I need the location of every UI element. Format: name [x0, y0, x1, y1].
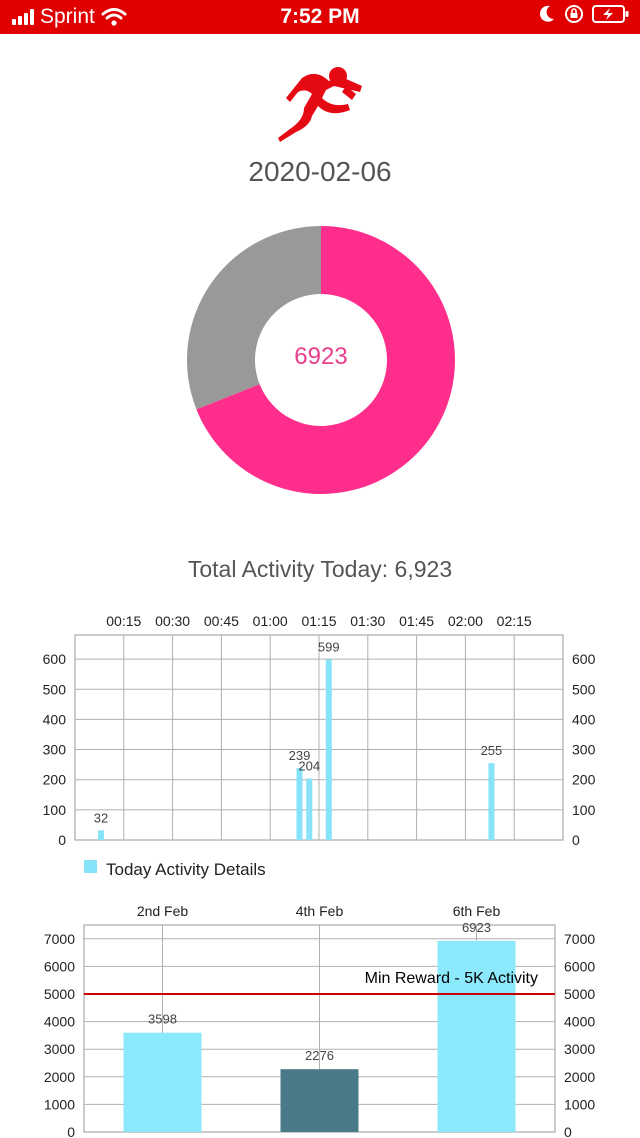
x-category-label: 6th Feb — [453, 903, 501, 919]
activity-donut-chart — [186, 226, 455, 494]
bar-value-label: 6923 — [462, 920, 491, 935]
x-tick-label: 01:15 — [301, 613, 336, 629]
activity-bar — [325, 659, 332, 840]
activity-bar — [98, 830, 105, 840]
y-tick-label-left: 200 — [43, 772, 67, 788]
x-tick-label: 01:30 — [350, 613, 385, 629]
y-tick-label-left: 5000 — [44, 986, 75, 1002]
y-tick-label-left: 0 — [67, 1124, 75, 1138]
legend-swatch — [84, 860, 97, 873]
y-tick-label-left: 500 — [43, 681, 67, 697]
x-tick-label: 00:15 — [106, 613, 141, 629]
carrier-group: Sprint — [12, 5, 127, 29]
donut-remainder-segment — [186, 226, 321, 410]
status-icons — [538, 4, 630, 24]
x-tick-label: 02:00 — [448, 613, 483, 629]
running-man-icon — [278, 67, 362, 142]
do-not-disturb-moon-icon — [539, 5, 554, 22]
x-tick-label: 02:15 — [497, 613, 532, 629]
selected-date: 2020-02-06 — [248, 156, 392, 187]
signal-strength-icon — [12, 9, 34, 25]
y-tick-label-right: 7000 — [564, 931, 595, 947]
y-tick-label-right: 0 — [572, 832, 580, 848]
y-tick-label-left: 6000 — [44, 958, 75, 974]
status-time: 7:52 PM — [280, 5, 360, 28]
y-tick-label-right: 200 — [572, 772, 596, 788]
y-tick-label-right: 2000 — [564, 1069, 595, 1085]
bar-value-label: 255 — [481, 743, 503, 758]
y-tick-label-left: 400 — [43, 711, 67, 727]
y-tick-label-left: 0 — [58, 832, 66, 848]
y-tick-label-left: 3000 — [44, 1041, 75, 1057]
threshold-label: Min Reward - 5K Activity — [365, 970, 538, 987]
y-tick-label-left: 4000 — [44, 1014, 75, 1030]
y-tick-label-right: 3000 — [564, 1041, 595, 1057]
y-tick-label-right: 4000 — [564, 1014, 595, 1030]
x-category-label: 4th Feb — [296, 903, 344, 919]
y-tick-label-left: 100 — [43, 802, 67, 818]
activity-bar — [296, 767, 303, 840]
bar-value-label: 204 — [298, 759, 320, 774]
y-tick-label-left: 7000 — [44, 931, 75, 947]
y-tick-label-left: 2000 — [44, 1069, 75, 1085]
y-tick-label-right: 0 — [564, 1124, 572, 1138]
battery-charging-icon — [592, 5, 629, 23]
donut-center-value: 6923 — [294, 343, 348, 370]
x-tick-label: 01:45 — [399, 613, 434, 629]
daily-activity-bar — [437, 940, 516, 1132]
status-bar: Sprint 7:52 PM — [0, 0, 640, 34]
y-tick-label-left: 600 — [43, 651, 67, 667]
x-category-label: 2nd Feb — [137, 903, 189, 919]
daily-activity-bar — [123, 1032, 202, 1132]
y-tick-label-right: 600 — [572, 651, 596, 667]
bar-value-label: 239 — [289, 748, 311, 763]
bar-value-label: 599 — [318, 639, 340, 654]
activity-bar — [488, 763, 495, 840]
y-tick-label-right: 5000 — [564, 986, 595, 1002]
today-activity-chart: 00:15 00:30 00:45 01:00 01:15 01:30 01:45 02:00… — [43, 613, 596, 879]
y-tick-label-right: 1000 — [564, 1096, 595, 1112]
orientation-lock-icon — [565, 5, 583, 23]
x-tick-label: 00:30 — [155, 613, 190, 629]
y-tick-label-right: 6000 — [564, 958, 595, 974]
y-tick-label-right: 400 — [572, 711, 596, 727]
y-tick-label-right: 100 — [572, 802, 596, 818]
y-tick-label-right: 500 — [572, 681, 596, 697]
bar-value-label: 32 — [94, 810, 108, 825]
bar-value-label: 3598 — [148, 1012, 177, 1027]
legend-label: Today Activity Details — [106, 860, 266, 879]
daily-activity-chart: 0 0 1000 1000 2000 2000 3000 3000 4000 4000 5000 50… — [44, 903, 596, 1138]
y-tick-label-left: 300 — [43, 742, 67, 758]
activity-bar — [306, 778, 313, 840]
bar-value-label: 2276 — [305, 1048, 334, 1063]
wifi-icon — [101, 8, 127, 26]
y-tick-label-left: 1000 — [44, 1096, 75, 1112]
x-tick-label: 00:45 — [204, 613, 239, 629]
total-activity-label: Total Activity Today: 6,923 — [187, 556, 453, 582]
y-tick-label-right: 300 — [572, 742, 596, 758]
daily-activity-bar — [280, 1069, 359, 1132]
carrier-label: Sprint — [40, 5, 95, 28]
x-tick-label: 01:00 — [253, 613, 288, 629]
donut-progress-segment — [196, 226, 455, 494]
